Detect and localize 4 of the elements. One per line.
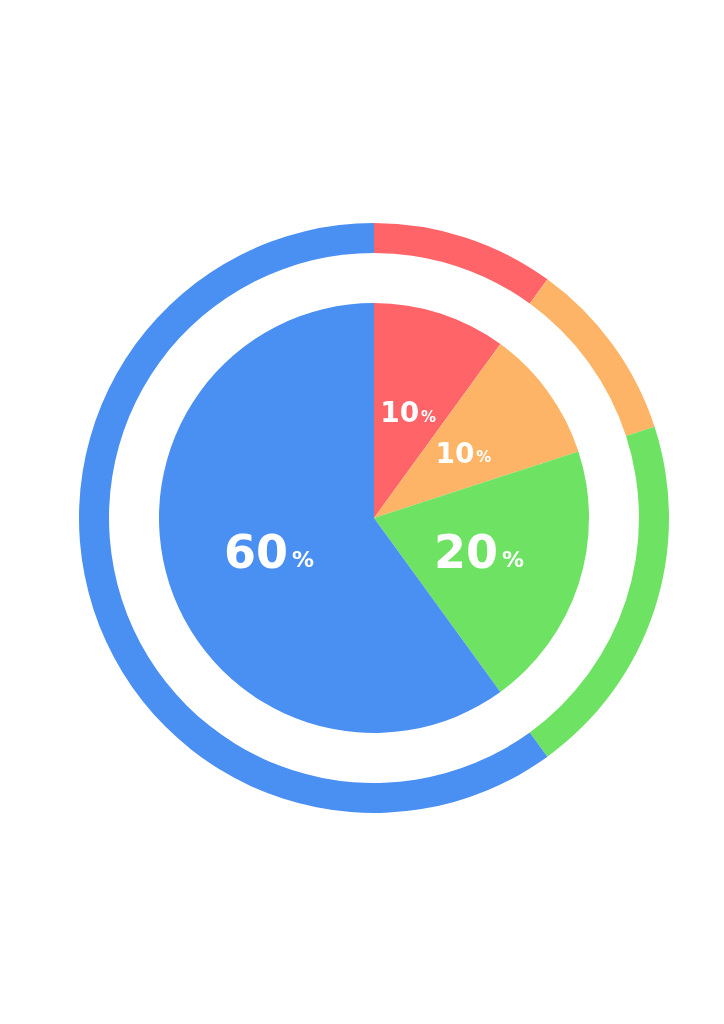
data-label: 60% <box>223 525 314 580</box>
data-label: 10% <box>435 436 492 470</box>
data-label: 20% <box>434 525 525 580</box>
data-label: 10% <box>380 396 437 430</box>
